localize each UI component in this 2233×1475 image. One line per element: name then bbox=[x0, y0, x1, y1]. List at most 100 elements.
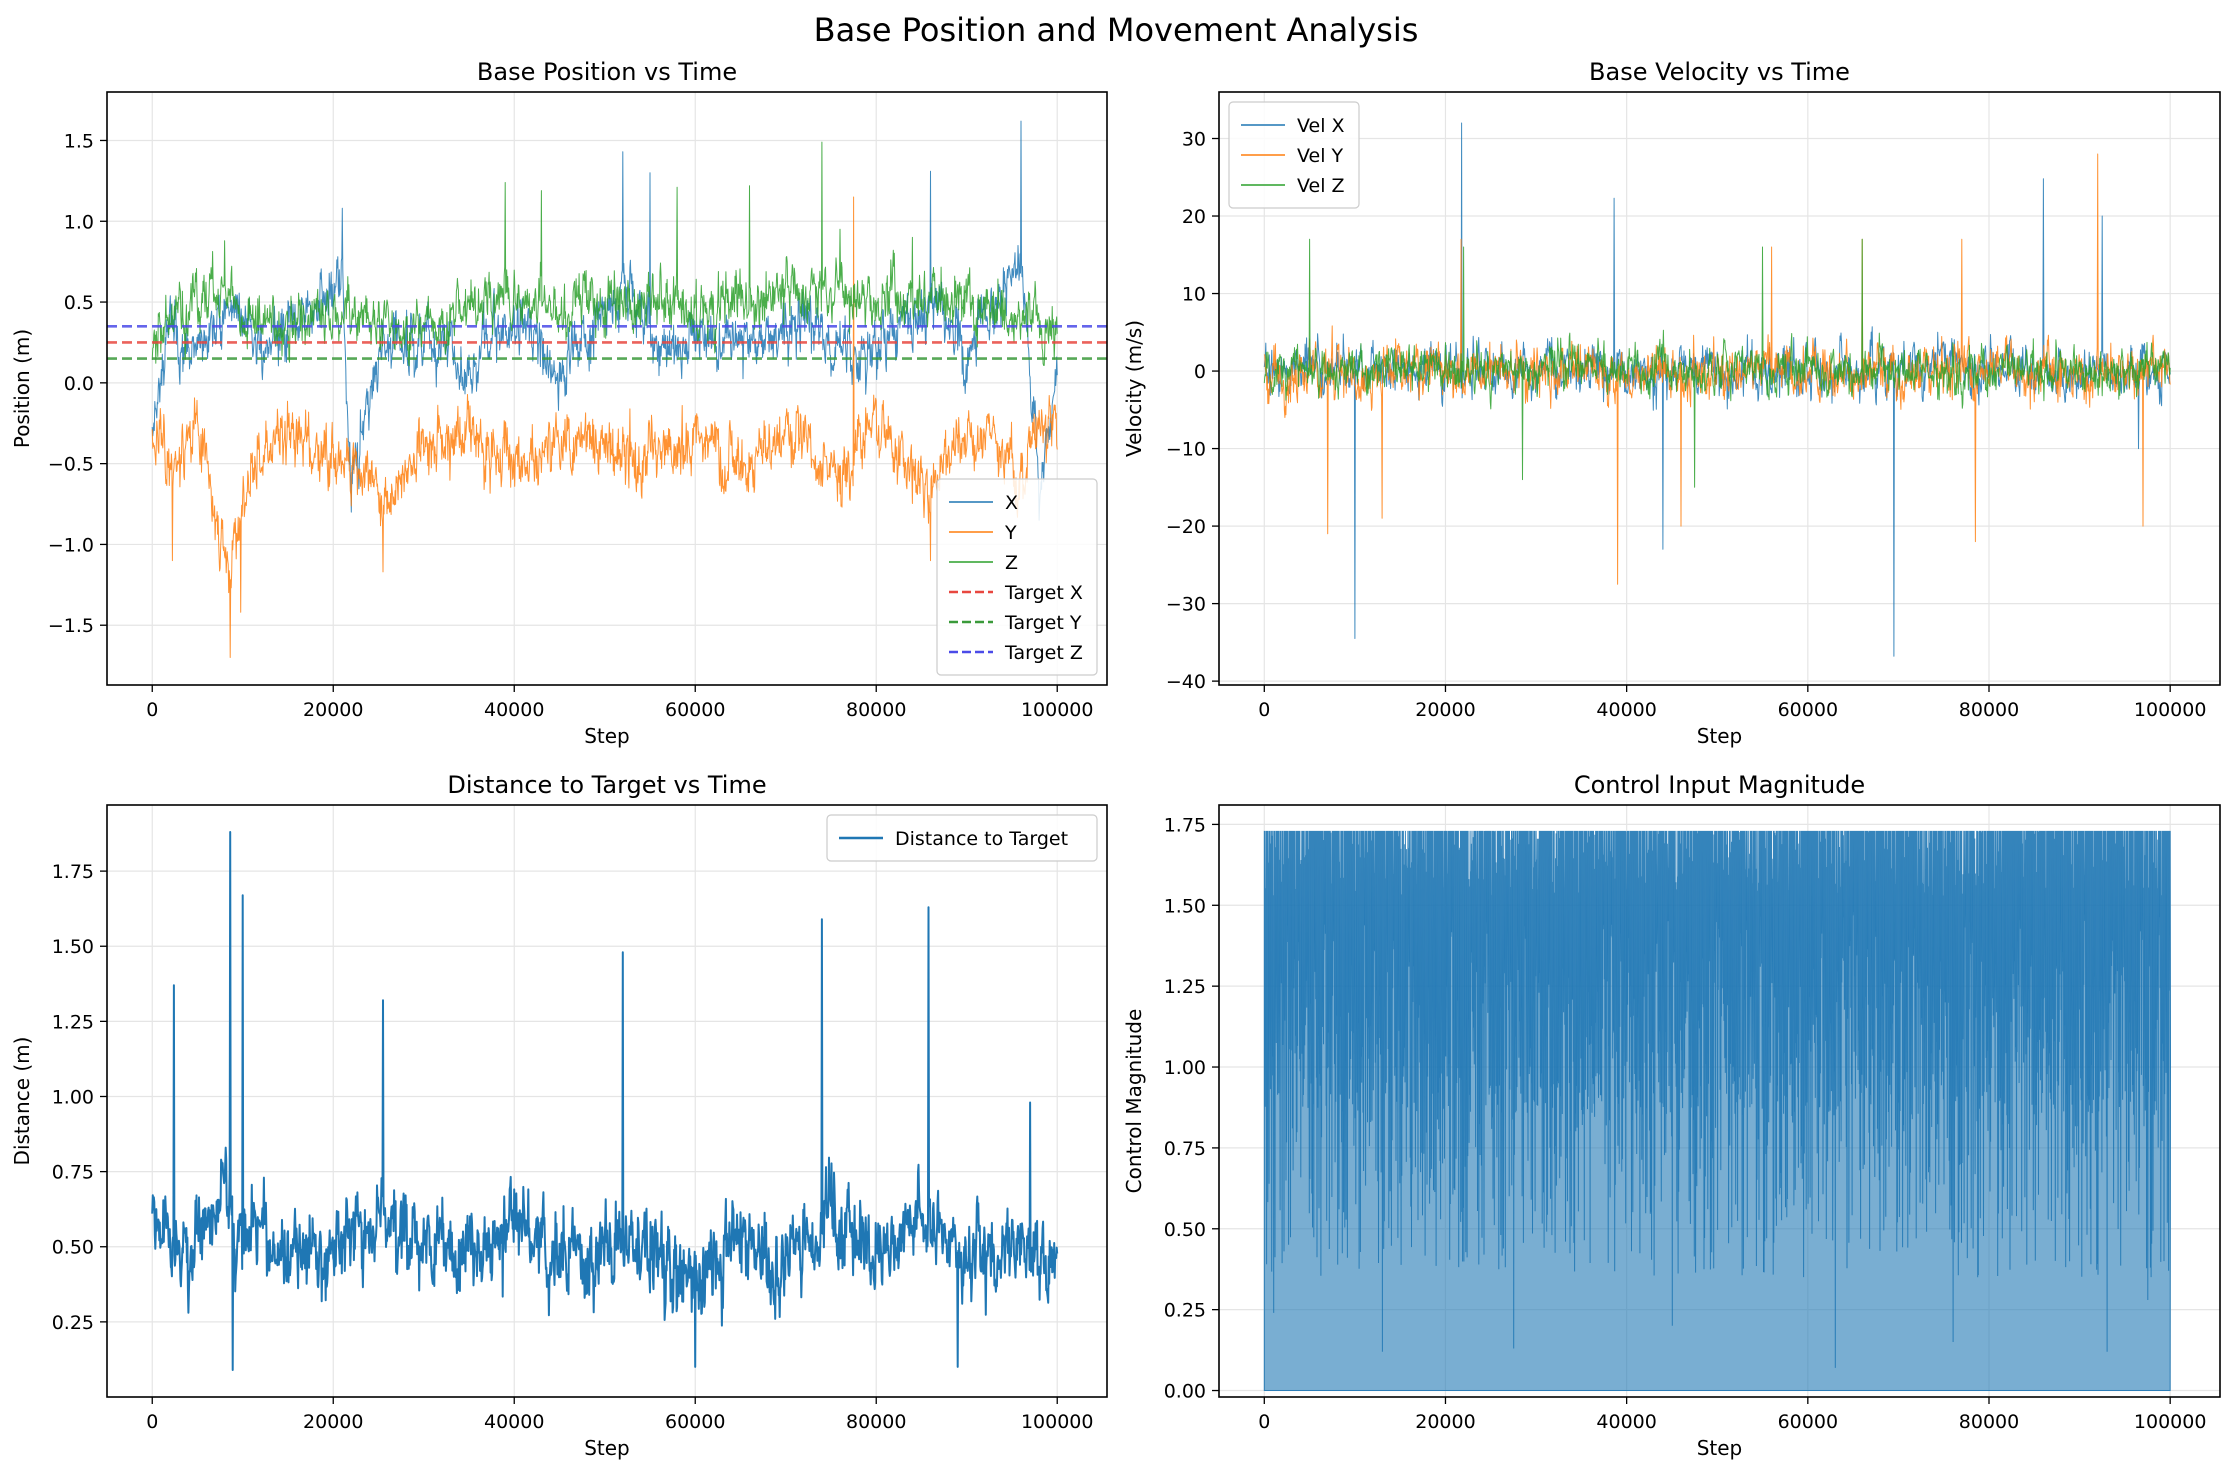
plot-area bbox=[107, 120, 1107, 658]
y-tick-label: 20 bbox=[1182, 206, 1206, 228]
legend-label: Target Z bbox=[1004, 642, 1083, 664]
x-tick-label: 40000 bbox=[1596, 699, 1656, 721]
legend-label: X bbox=[1005, 492, 1018, 514]
plot-area bbox=[151, 831, 1059, 1371]
legend-label: Vel X bbox=[1297, 115, 1345, 137]
y-tick-label: 1.25 bbox=[52, 1011, 94, 1033]
y-tick-label: 1.5 bbox=[64, 130, 94, 152]
y-tick-label: 1.50 bbox=[52, 936, 94, 958]
x-tick-label: 80000 bbox=[1959, 1411, 2019, 1433]
y-tick-label: −0.5 bbox=[48, 454, 94, 476]
position-chart: 0 20000 40000 60000 80000 100000 −1.5 −1.0 −0.5 0… bbox=[10, 58, 1108, 748]
y-axis-label: Control Magnitude bbox=[1122, 1009, 1146, 1194]
x-axis-label: Step bbox=[1697, 1436, 1743, 1460]
axes-frame bbox=[1218, 91, 2221, 686]
y-tick-label: 0.5 bbox=[64, 292, 94, 314]
x-tick-label: 40000 bbox=[484, 699, 544, 721]
x-tick-label: 60000 bbox=[665, 699, 725, 721]
x-tick-label: 40000 bbox=[484, 1411, 544, 1433]
y-axis-label: Distance (m) bbox=[10, 1037, 34, 1166]
legend: Vel X Vel Y Vel Z bbox=[1228, 101, 1360, 209]
y-tick-label: 0.50 bbox=[52, 1237, 94, 1259]
x-tick-label: 40000 bbox=[1596, 1411, 1656, 1433]
distance-chart: 0 20000 40000 60000 80000 100000 0.25 0.50 0.75 1… bbox=[10, 771, 1108, 1460]
legend-label: Target Y bbox=[1004, 612, 1082, 634]
control-magnitude-chart: 0 20000 40000 60000 80000 100000 0.00 0.25 0.50 0… bbox=[1122, 771, 2221, 1460]
legend-box bbox=[1228, 101, 1360, 209]
series-line-1 bbox=[151, 196, 1058, 658]
legend: XYZ Target X Target Y Target Z bbox=[936, 478, 1098, 676]
chart-title: Base Velocity vs Time bbox=[1589, 58, 1850, 86]
y-tick-label: −10 bbox=[1166, 439, 1206, 461]
series-line-0 bbox=[1263, 122, 2171, 657]
chart-title: Base Position vs Time bbox=[477, 58, 737, 86]
legend-label: Vel Y bbox=[1297, 145, 1344, 167]
y-tick-label: 1.00 bbox=[1164, 1057, 1206, 1079]
series-line-2 bbox=[151, 141, 1058, 367]
y-tick-label: 0 bbox=[1194, 361, 1206, 383]
x-tick-label: 80000 bbox=[846, 699, 906, 721]
y-tick-label: 0.00 bbox=[1164, 1381, 1206, 1403]
velocity-chart: 0 20000 40000 60000 80000 100000 −40 −30 −20 −10 0… bbox=[1122, 58, 2221, 748]
axes-frame bbox=[106, 91, 1108, 686]
y-tick-label: 1.00 bbox=[52, 1086, 94, 1108]
x-tick-label: 0 bbox=[146, 699, 158, 721]
legend-label: Y bbox=[1004, 522, 1017, 544]
x-tick-label: 60000 bbox=[665, 1411, 725, 1433]
x-tick-label: 0 bbox=[146, 1411, 158, 1433]
legend-label: Target X bbox=[1004, 582, 1083, 604]
y-tick-label: 10 bbox=[1182, 284, 1206, 306]
plot-area bbox=[1263, 830, 2172, 1392]
x-tick-label: 60000 bbox=[1778, 1411, 1838, 1433]
chart-title: Control Input Magnitude bbox=[1574, 771, 1865, 799]
y-tick-label: 1.0 bbox=[64, 211, 94, 233]
figure-title: Base Position and Movement Analysis bbox=[814, 11, 1419, 49]
series-line-0 bbox=[151, 831, 1059, 1371]
y-axis-label: Velocity (m/s) bbox=[1122, 320, 1146, 457]
x-axis-label: Step bbox=[584, 1436, 630, 1460]
plot-area bbox=[1263, 122, 2171, 657]
x-tick-label: 0 bbox=[1258, 1411, 1270, 1433]
x-tick-label: 60000 bbox=[1778, 699, 1838, 721]
x-tick-label: 80000 bbox=[1959, 699, 2019, 721]
x-tick-label: 80000 bbox=[846, 1411, 906, 1433]
x-tick-label: 100000 bbox=[1021, 1411, 1094, 1433]
y-tick-label: 30 bbox=[1182, 129, 1206, 151]
x-tick-label: 100000 bbox=[2134, 1411, 2207, 1433]
x-tick-label: 20000 bbox=[1415, 699, 1475, 721]
y-tick-label: 0.50 bbox=[1164, 1219, 1206, 1241]
axes-frame bbox=[1218, 804, 2221, 1398]
y-tick-label: 0.75 bbox=[52, 1162, 94, 1184]
legend-box bbox=[826, 814, 1098, 862]
legend: Distance to Target bbox=[826, 814, 1098, 862]
y-tick-label: −1.0 bbox=[48, 534, 94, 556]
y-tick-label: −20 bbox=[1166, 516, 1206, 538]
y-tick-label: 0.75 bbox=[1164, 1138, 1206, 1160]
y-tick-label: 0.0 bbox=[64, 373, 94, 395]
y-tick-label: 1.50 bbox=[1164, 895, 1206, 917]
series-line-2 bbox=[1263, 238, 2171, 488]
x-axis-label: Step bbox=[1697, 724, 1743, 748]
legend-box bbox=[936, 478, 1098, 676]
x-axis-label: Step bbox=[584, 724, 630, 748]
y-tick-label: 1.75 bbox=[52, 861, 94, 883]
x-tick-label: 20000 bbox=[303, 1411, 363, 1433]
y-tick-label: 1.75 bbox=[1164, 814, 1206, 836]
y-tick-label: −1.5 bbox=[48, 615, 94, 637]
x-tick-label: 100000 bbox=[1021, 699, 1094, 721]
y-tick-label: −30 bbox=[1166, 594, 1206, 616]
y-tick-label: −40 bbox=[1166, 671, 1206, 693]
y-tick-label: 0.25 bbox=[1164, 1300, 1206, 1322]
axes-frame bbox=[106, 804, 1108, 1398]
x-tick-label: 100000 bbox=[2134, 699, 2207, 721]
control-magnitude-series bbox=[1263, 830, 2172, 1392]
x-tick-label: 20000 bbox=[303, 699, 363, 721]
legend-label: Vel Z bbox=[1297, 175, 1345, 197]
x-tick-label: 20000 bbox=[1415, 1411, 1475, 1433]
chart-title: Distance to Target vs Time bbox=[447, 771, 766, 799]
y-tick-label: 1.25 bbox=[1164, 976, 1206, 998]
y-axis-label: Position (m) bbox=[10, 329, 34, 448]
legend-label: Z bbox=[1005, 552, 1018, 574]
y-tick-label: 0.25 bbox=[52, 1312, 94, 1334]
